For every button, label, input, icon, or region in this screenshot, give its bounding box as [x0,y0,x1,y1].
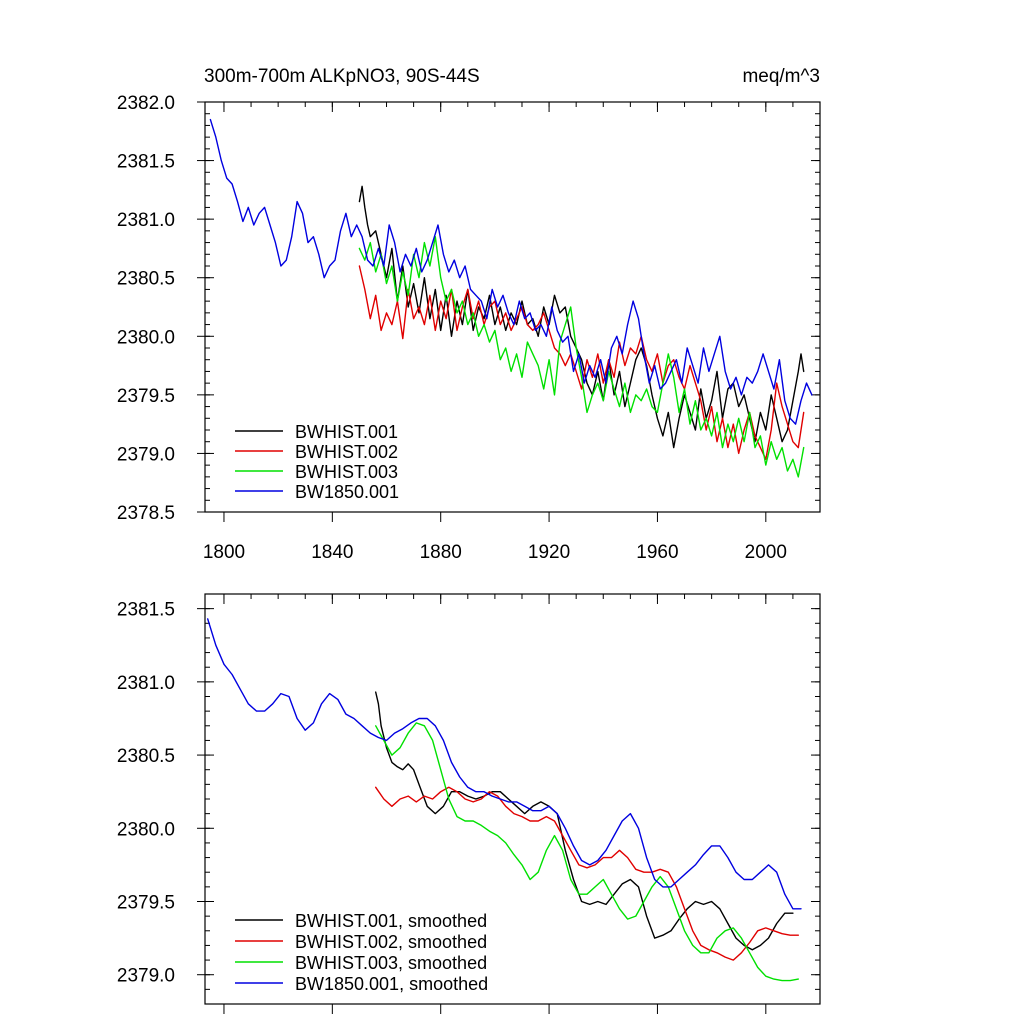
top-x-tick-labels: 1800 1840 1880 1920 1960 2000 [203,542,787,563]
legend-entry: BW1850.001 [235,482,399,502]
bottom-legend: BWHIST.001, smoothed BWHIST.002, smoothe… [235,911,488,994]
y-tick-label: 2381.0 [117,673,175,694]
top-title-right: meq/m^3 [742,66,820,87]
y-tick-label: 2379.5 [117,893,175,914]
legend-label: BWHIST.003 [295,462,398,482]
y-tick-label: 2378.5 [117,503,175,524]
legend-entry: BWHIST.002, smoothed [235,932,487,952]
y-tick-label: 2380.5 [117,746,175,767]
top-y-tick-labels: 2378.5 2379.0 2379.5 2380.0 2380.5 2381.0 2381… [117,93,175,524]
legend-entry: BWHIST.001 [235,422,398,442]
series-line-3 [358,235,805,478]
bottom-y-tick-labels: 2379.0 2379.5 2380.0 2380.5 2381.0 2381.5 [117,600,175,987]
legend-label: BW1850.001, smoothed [295,974,488,994]
series-line-2 [358,265,805,460]
bottom-ticks [197,593,821,1014]
x-tick-label: 1920 [528,542,570,563]
legend-label: BWHIST.002 [295,442,398,462]
y-tick-label: 2381.0 [117,210,175,231]
top-plot-frame [204,101,821,513]
legend-label: BWHIST.001 [295,422,398,442]
y-tick-label: 2379.0 [117,444,175,465]
legend-entry: BWHIST.003 [235,462,398,482]
legend-entry: BWHIST.003, smoothed [235,953,487,973]
y-tick-label: 2380.5 [117,269,175,290]
top-legend: BWHIST.001 BWHIST.002 BWHIST.003 BW1850.… [235,422,399,502]
y-tick-label: 2380.0 [117,327,175,348]
legend-entry: BWHIST.001, smoothed [235,911,487,931]
top-title-left: 300m-700m ALKpNO3, 90S-44S [204,66,480,87]
x-tick-label: 1800 [203,542,245,563]
x-tick-label: 2000 [745,542,787,563]
y-tick-label: 2379.0 [117,966,175,987]
legend-label: BWHIST.003, smoothed [295,953,487,973]
series-line-4 [209,118,813,425]
legend-label: BWHIST.001, smoothed [295,911,487,931]
x-tick-label: 1880 [420,542,462,563]
y-tick-label: 2379.5 [117,386,175,407]
y-tick-label: 2380.0 [117,819,175,840]
top-series-lines [209,118,813,478]
top-ticks [197,101,821,522]
bottom-series-lines [206,618,802,982]
bottom-panel: 2379.0 2379.5 2380.0 2380.5 2381.0 2381.5 BWH… [117,593,821,1014]
x-tick-label: 1960 [636,542,678,563]
top-panel: 300m-700m ALKpNO3, 90S-44S meq/m^3 2378.… [117,66,821,563]
bottom-plot-frame [204,593,821,1005]
legend-label: BW1850.001 [295,482,399,502]
series-line-3 [375,722,799,982]
y-tick-label: 2381.5 [117,600,175,621]
legend-entry: BWHIST.002 [235,442,398,462]
legend-label: BWHIST.002, smoothed [295,932,487,952]
y-tick-label: 2381.5 [117,152,175,173]
y-tick-label: 2382.0 [117,93,175,114]
series-line-4 [206,618,802,910]
legend-entry: BW1850.001, smoothed [235,974,488,994]
x-tick-label: 1840 [311,542,353,563]
series-line-1 [375,691,794,951]
